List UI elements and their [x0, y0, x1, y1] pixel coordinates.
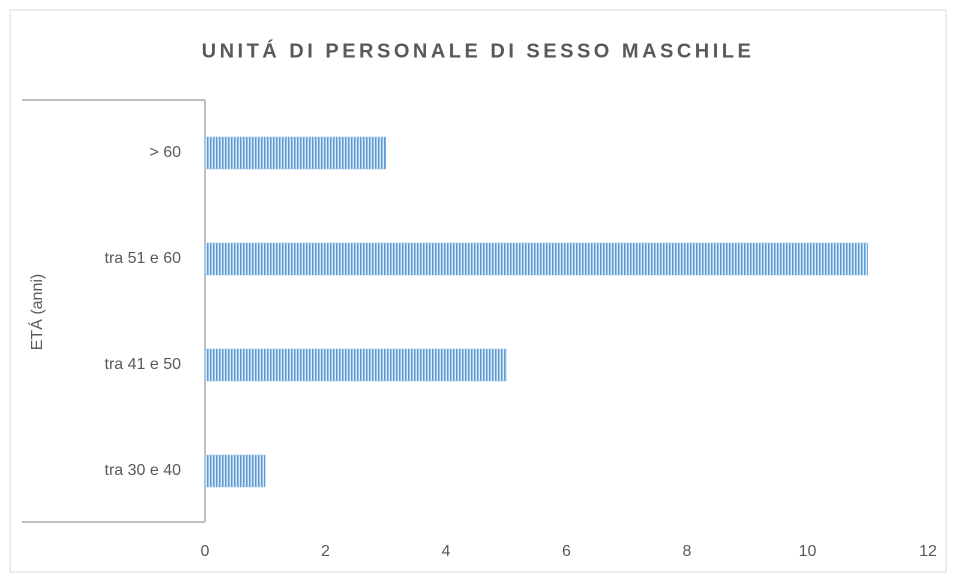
chart-border: [9, 9, 947, 573]
x-tick-label: 4: [442, 543, 451, 560]
x-tick-label: 10: [799, 543, 817, 560]
bar: [204, 454, 266, 488]
x-tick-label: 2: [321, 543, 330, 560]
bar: [204, 136, 386, 170]
bar: [204, 242, 868, 276]
y-tick-label: > 60: [149, 144, 181, 161]
chart-title: UNITÁ DI PERSONALE DI SESSO MASCHILE: [202, 39, 755, 62]
x-tick-label: 6: [562, 543, 571, 560]
bar: [204, 348, 507, 382]
x-tick-label: 0: [201, 543, 210, 560]
x-tick-label: 12: [919, 543, 937, 560]
y-axis-label: ETÁ (anni): [27, 274, 46, 350]
y-tick-label: tra 41 e 50: [105, 356, 182, 373]
category-axis: [22, 99, 206, 523]
x-tick-label: 8: [683, 543, 692, 560]
y-tick-label: tra 51 e 60: [105, 250, 182, 267]
y-tick-label: tra 30 e 40: [105, 462, 182, 479]
